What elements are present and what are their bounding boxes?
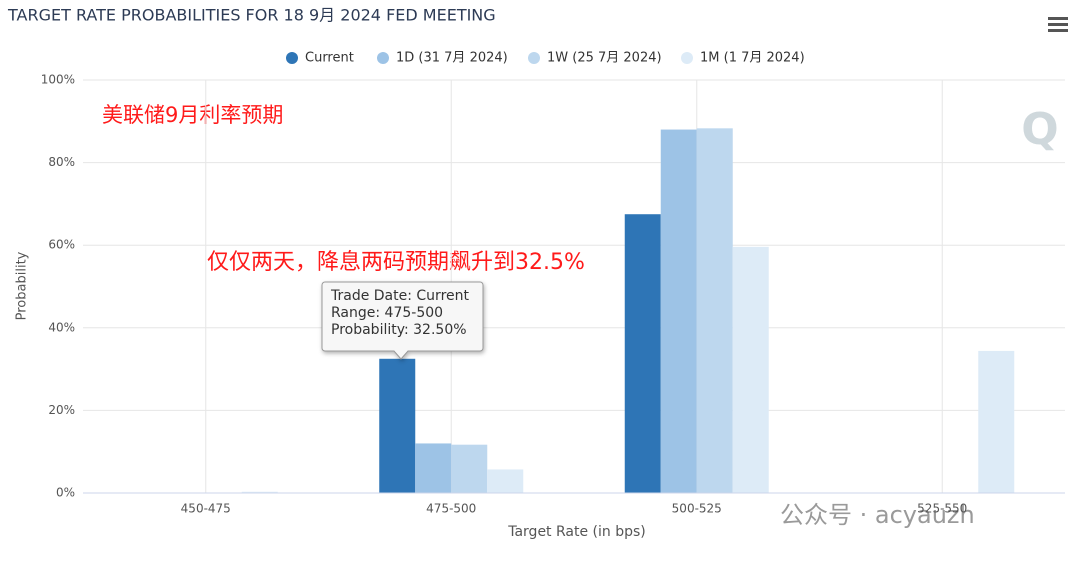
bar bbox=[415, 443, 452, 493]
annotation: 美联储9月利率预期 bbox=[102, 103, 283, 127]
y-tick-label: 20% bbox=[48, 403, 75, 417]
y-tick-label: 80% bbox=[48, 155, 75, 169]
annotation: 仅仅两天，降息两码预期飙升到32.5% bbox=[207, 250, 585, 275]
legend-marker bbox=[528, 52, 540, 64]
bar bbox=[624, 214, 661, 493]
tooltip-box bbox=[321, 281, 484, 360]
bar bbox=[660, 129, 697, 493]
bar bbox=[978, 350, 1015, 493]
watermark: 公众号 · acyauzh bbox=[780, 501, 975, 529]
y-tick-label: 60% bbox=[48, 238, 75, 252]
legend-marker bbox=[681, 52, 693, 64]
y-tick-label: 0% bbox=[56, 486, 75, 500]
bar bbox=[732, 246, 769, 493]
bar bbox=[451, 444, 488, 493]
legend-label: Current bbox=[305, 51, 354, 66]
menu-bar bbox=[1048, 29, 1068, 32]
bar bbox=[487, 469, 524, 493]
legend-label: 1W (25 7月 2024) bbox=[547, 51, 662, 66]
x-tick-label: 450-475 bbox=[181, 502, 231, 516]
menu-bar bbox=[1048, 23, 1068, 26]
y-axis-label: Probability bbox=[15, 251, 30, 320]
tooltip-text: Range: 475-500 bbox=[331, 305, 443, 321]
bar bbox=[696, 128, 733, 494]
tooltip-text: Trade Date: Current bbox=[330, 288, 470, 304]
chart-title: TARGET RATE PROBABILITIES FOR 18 9月 2024… bbox=[7, 6, 496, 25]
y-tick-label: 100% bbox=[41, 73, 75, 87]
menu-icon[interactable] bbox=[1048, 17, 1068, 32]
legend-label: 1D (31 7月 2024) bbox=[396, 51, 508, 66]
bar bbox=[241, 491, 278, 493]
legend-marker bbox=[286, 52, 298, 64]
bar bbox=[379, 358, 416, 493]
x-tick-label: 475-500 bbox=[426, 502, 476, 516]
menu-bar bbox=[1048, 17, 1068, 20]
logo: Q bbox=[1021, 104, 1058, 155]
x-tick-label: 525-550 bbox=[917, 502, 967, 516]
tooltip-text: Probability: 32.50% bbox=[331, 322, 467, 338]
x-tick-label: 500-525 bbox=[672, 502, 722, 516]
y-tick-label: 40% bbox=[48, 320, 75, 334]
legend-marker bbox=[377, 52, 389, 64]
x-axis-label: Target Rate (in bps) bbox=[507, 524, 646, 540]
plot bbox=[83, 79, 1065, 494]
legend-label: 1M (1 7月 2024) bbox=[700, 51, 805, 66]
